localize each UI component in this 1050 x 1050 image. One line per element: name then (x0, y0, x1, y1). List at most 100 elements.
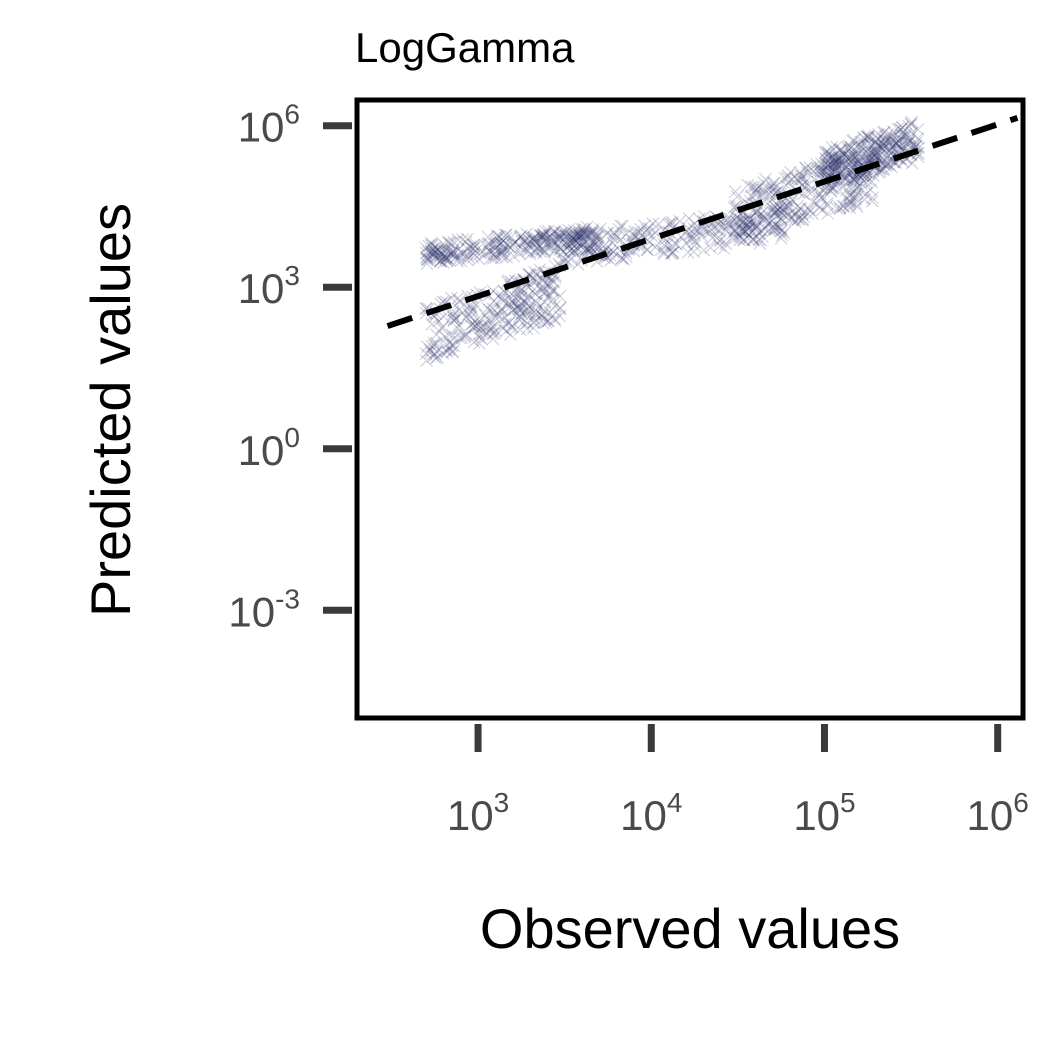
scatter-point (861, 143, 875, 157)
scatter-point (607, 226, 621, 240)
scatter-point (518, 234, 532, 248)
scatter-point (459, 235, 473, 249)
scatter-point (500, 324, 513, 338)
scatter-point (550, 228, 563, 242)
scatter-point (467, 238, 481, 252)
scatter-point (591, 229, 605, 243)
scatter-point (743, 221, 756, 235)
scatter-point (827, 160, 841, 174)
scatter-point (511, 299, 525, 313)
scatter-point (438, 251, 452, 264)
scatter-point (527, 233, 541, 247)
scatter-point (578, 222, 591, 236)
scatter-point (542, 314, 555, 328)
scatter-point (424, 238, 438, 252)
scatter-point (876, 139, 890, 153)
scatter-point (466, 317, 480, 331)
scatter-point (862, 129, 876, 143)
scatter-point (567, 224, 581, 237)
scatter-point (601, 240, 615, 254)
scatter-point (801, 166, 814, 180)
scatter-point (688, 217, 701, 231)
scatter-point (545, 238, 559, 252)
scatter-point (743, 215, 757, 229)
plot-frame (354, 97, 1026, 721)
scatter-point (648, 240, 662, 254)
scatter-point (607, 245, 620, 259)
scatter-point (523, 305, 536, 318)
scatter-point (600, 227, 614, 241)
scatter-point (551, 233, 564, 247)
scatter-point (899, 129, 913, 142)
scatter-point (902, 119, 916, 133)
scatter-point (533, 228, 547, 242)
scatter-point (443, 236, 457, 250)
scatter-point (750, 206, 764, 220)
scatter-point (468, 320, 482, 333)
scatter-point (585, 227, 599, 241)
scatter-point (481, 302, 494, 315)
scatter-point (486, 320, 500, 334)
scatter-point (723, 218, 736, 232)
scatter-point (445, 339, 459, 353)
scatter-point (529, 307, 542, 321)
scatter-point (834, 142, 848, 156)
scatter-point (461, 248, 475, 262)
scatter-point (423, 343, 437, 357)
scatter-point (564, 237, 578, 250)
scatter-point (486, 302, 500, 316)
scatter-point (893, 140, 907, 154)
scatter-point (733, 213, 747, 227)
scatter-point (508, 303, 522, 316)
scatter-point (893, 135, 906, 149)
scatter-point (859, 176, 873, 189)
scatter-point (697, 243, 711, 257)
scatter-point (631, 225, 644, 239)
scatter-point (577, 242, 591, 256)
scatter-point (855, 140, 869, 154)
scatter-point (847, 154, 861, 168)
scatter-point (889, 137, 903, 151)
scatter-point (528, 287, 542, 301)
scatter-point (432, 248, 446, 262)
scatter-point (728, 225, 742, 239)
scatter-point (871, 132, 885, 146)
scatter-point (645, 229, 659, 243)
scatter-point (489, 311, 503, 325)
scatter-point (560, 238, 574, 252)
scatter-point (460, 242, 474, 256)
scatter-point (482, 240, 495, 254)
scatter-point (446, 244, 460, 258)
scatter-point (534, 242, 548, 256)
scatter-point (894, 128, 908, 142)
scatter-point (517, 294, 531, 308)
scatter-point (456, 306, 470, 320)
scatter-point (537, 286, 550, 300)
scatter-point (453, 293, 467, 307)
scatter-point (646, 217, 660, 231)
scatter-point (756, 185, 770, 199)
scatter-point (451, 292, 464, 306)
scatter-point (888, 143, 902, 157)
scatter-point (564, 233, 578, 247)
scatter-point (501, 238, 515, 252)
scatter-point (806, 164, 820, 178)
scatter-point (575, 222, 588, 236)
scatter-point (566, 245, 580, 258)
scatter-point (553, 309, 567, 323)
scatter-point (450, 249, 464, 262)
scatter-point (515, 290, 529, 304)
scatter-point (652, 217, 666, 231)
scatter-point (766, 176, 780, 190)
scatter-point (640, 243, 654, 257)
scatter-point (820, 197, 834, 210)
scatter-point (606, 245, 620, 259)
scatter-point (541, 314, 555, 328)
scatter-point (823, 152, 837, 166)
scatter-point (665, 245, 679, 259)
scatter-point (576, 235, 590, 249)
scatter-point (593, 222, 607, 236)
scatter-point (743, 216, 757, 229)
scatter-point (472, 327, 486, 341)
scatter-point (516, 316, 530, 330)
